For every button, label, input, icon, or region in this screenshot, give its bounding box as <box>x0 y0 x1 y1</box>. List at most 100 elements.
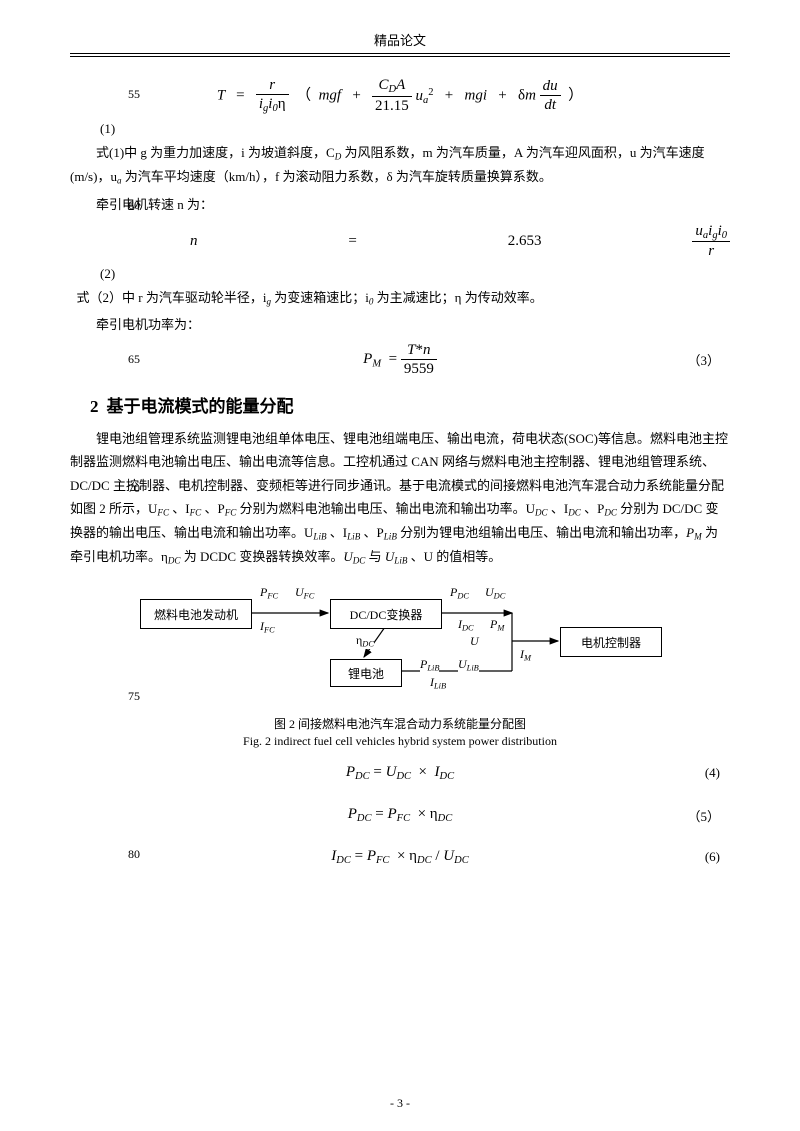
equation-5: PDC = PFC × ηDC （5） <box>70 797 730 833</box>
eq3-num: T*n <box>401 342 437 360</box>
eq3-label: （3） <box>687 350 720 369</box>
para2-wrap: 70 锂电池组管理系统监测锂电池组单体电压、锂电池组端电压、输出电流，荷电状态(… <box>70 427 730 569</box>
eq6-times: × <box>397 848 405 864</box>
eq1-mgi: mgi <box>465 88 488 104</box>
eq3-frac: T*n 9559 <box>401 342 437 378</box>
eq6-sub: DC <box>336 855 351 866</box>
eq4-sub: DC <box>355 771 370 782</box>
eq1-ua2: ua2 <box>416 88 434 104</box>
eq5-Pfcsub: FC <box>397 813 410 824</box>
eq6-slash: / <box>435 848 439 864</box>
lbl-ilib: ILiB <box>430 675 446 691</box>
lbl-eta-dc: ηDC <box>356 633 374 649</box>
header-title: 精品论文 <box>70 30 730 49</box>
eq1-delta: δ <box>518 88 525 104</box>
eq5-etasub: DC <box>438 813 453 824</box>
page: 精品论文 55 T = r igi0η （ mgf + CDA 21.15 ua… <box>0 0 800 1131</box>
eq1-m: m <box>525 88 536 104</box>
eq1-frac2: CDA 21.15 <box>372 77 412 115</box>
eq5-P: P <box>348 806 357 822</box>
eq3-sub: M <box>372 359 381 370</box>
eq5-eta: η <box>430 806 438 822</box>
eq1-f2-num: CDA <box>372 77 412 97</box>
figure-2-caption-cn: 图 2 间接燃料电池汽车混合动力系统能量分配图 <box>70 715 730 732</box>
eq1-lhs: T <box>217 88 225 104</box>
eq3-eq: = <box>389 351 397 367</box>
motor-speed-label: 牵引电机转速 n 为： <box>70 193 213 216</box>
equation-1: 55 T = r igi0η （ mgf + CDA 21.15 ua2 + m… <box>70 77 730 115</box>
eq2-eq: = <box>348 233 356 250</box>
paragraph-eq1-desc: 式(1)中 g 为重力加速度，i 为坡道斜度，CD 为风阻系数，m 为汽车质量，… <box>70 141 730 189</box>
equation-4: PDC = UDC × IDC (4) <box>70 755 730 791</box>
lbl-im: IM <box>520 647 531 663</box>
eq4-U: U <box>386 764 397 780</box>
lbl-pfc: PFC <box>260 585 278 601</box>
eq6-U: U <box>443 848 454 864</box>
lbl-u: U <box>470 634 479 649</box>
eq6-Usub: DC <box>454 855 469 866</box>
eq4-eq: = <box>373 764 381 780</box>
lbl-pm: PM <box>490 617 504 633</box>
lbl-plib: PLiB <box>420 657 439 673</box>
lbl-ifc: IFC <box>260 619 275 635</box>
section-2-text: 基于电流模式的能量分配 <box>107 397 294 416</box>
paragraph-section2: 锂电池组管理系统监测锂电池组单体电压、锂电池组端电压、输出电流，荷电状态(SOC… <box>70 427 730 569</box>
page-number: - 3 - <box>0 1096 800 1111</box>
paragraph-eq2-desc: 式（2）中 r 为汽车驱动轮半径，ig 为变速箱速比；i0 为主减速比；η 为传… <box>70 286 730 310</box>
box-dcdc: DC/DC变换器 <box>330 599 442 629</box>
eq1-open: （ <box>296 88 311 104</box>
eq1-frac3: du dt <box>540 78 561 114</box>
eq6-eq: = <box>355 848 363 864</box>
eq2-num: uaigi0 <box>692 223 730 243</box>
equation-6: 80 IDC = PFC × ηDC / UDC (6) <box>70 839 730 875</box>
lbl-ulib: ULiB <box>458 657 479 673</box>
equation-3: 65 PM = T*n 9559 （3） <box>70 342 730 378</box>
figure-2-caption-en: Fig. 2 indirect fuel cell vehicles hybri… <box>70 734 730 749</box>
figure-2-diagram: 燃料电池发动机 DC/DC变换器 锂电池 电机控制器 PFC UFC IFC P… <box>140 579 660 709</box>
line-number-60: 60 <box>110 198 140 213</box>
text-motor-power: 牵引电机功率为： <box>70 313 730 336</box>
section-2-num: 2 <box>90 397 99 416</box>
eq4-Isub: DC <box>440 771 455 782</box>
eq1-plus1: + <box>352 88 360 104</box>
equation-2: n = 2.653 uaigi0 r <box>70 223 730 261</box>
lbl-udc: UDC <box>485 585 505 601</box>
eq3-P: P <box>363 351 372 367</box>
eq1-f3-den: dt <box>540 96 561 114</box>
eq2-frac: uaigi0 r <box>692 223 730 261</box>
box-fuel-cell: 燃料电池发动机 <box>140 599 252 629</box>
eq5-eq: = <box>375 806 383 822</box>
eq1-close: ） <box>568 88 583 104</box>
eq3-den: 9559 <box>401 360 437 378</box>
eq4-times: × <box>419 764 427 780</box>
eq6-eta: η <box>409 848 417 864</box>
eq1-f1-den: igi0η <box>256 95 289 116</box>
eq4-label: (4) <box>705 765 720 781</box>
lbl-pdc: PDC <box>450 585 469 601</box>
eq4-Usub: DC <box>396 771 411 782</box>
text-motor-speed: 60 牵引电机转速 n 为： <box>70 193 730 216</box>
box-motor-ctrl: 电机控制器 <box>560 627 662 657</box>
eq1-plus3: + <box>498 88 506 104</box>
eq2-den: r <box>692 242 730 260</box>
eq1-equals: = <box>236 88 244 104</box>
lbl-ufc: UFC <box>295 585 314 601</box>
eq1-mgf: mgf <box>319 88 342 104</box>
eq1-f1-num: r <box>256 77 289 95</box>
line-number-75: 75 <box>110 689 140 704</box>
eq5-sub: DC <box>357 813 372 824</box>
diagram-row: 75 燃料电池发动机 DC/DC变换器 锂电池 电机控制器 PFC UFC IF… <box>70 579 730 709</box>
line-number-55: 55 <box>110 87 140 102</box>
section-2-title: 2 基于电流模式的能量分配 <box>90 392 730 417</box>
eq6-Psub: FC <box>376 855 389 866</box>
eq5-label: （5） <box>687 806 720 825</box>
eq1-f2-den: 21.15 <box>372 97 412 115</box>
eq1-f3-num: du <box>540 78 561 96</box>
eq4-P: P <box>346 764 355 780</box>
line-number-70: 70 <box>110 481 140 496</box>
lbl-idc: IDC <box>458 617 474 633</box>
eq1-frac1: r igi0η <box>256 77 289 115</box>
line-number-80: 80 <box>110 847 140 862</box>
line-number-65: 65 <box>110 352 140 367</box>
eq5-times: × <box>418 806 426 822</box>
